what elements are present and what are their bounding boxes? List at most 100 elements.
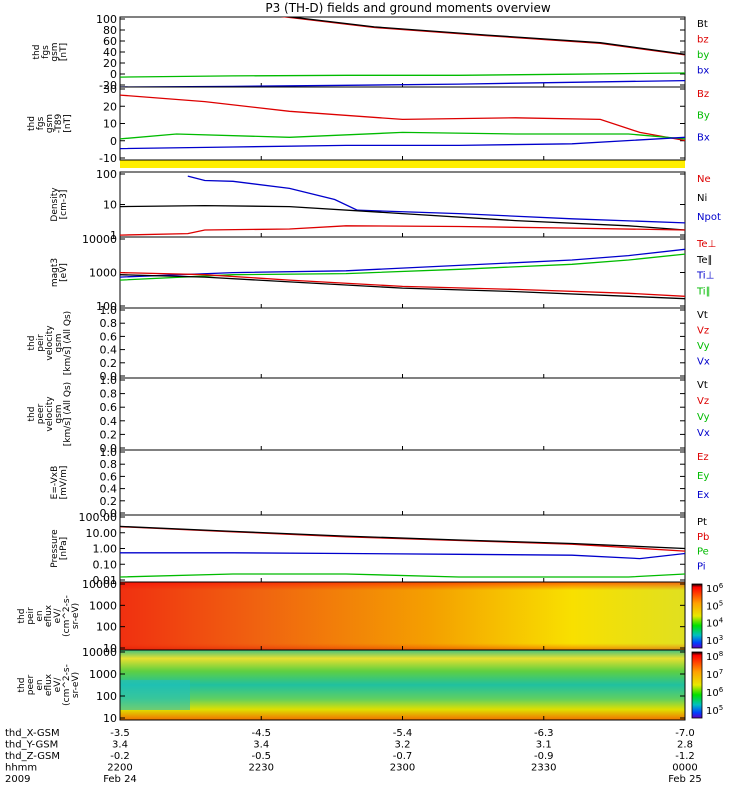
- y-tick-label: 0.10: [93, 558, 118, 571]
- y-axis-label: [mV/m]: [59, 466, 69, 500]
- y-tick-label: -10: [99, 152, 117, 165]
- y-tick-label: 0.8: [100, 458, 118, 471]
- figure-title: P3 (TH-D) fields and ground moments over…: [265, 1, 550, 15]
- legend-entry: Vz: [697, 396, 709, 407]
- y-axis-label: Density: [50, 187, 60, 222]
- y-tick-label: 100: [96, 300, 117, 313]
- legend-entry: Ti⊥: [696, 271, 714, 282]
- y-tick-label: 10.00: [86, 527, 118, 540]
- series-Ti∥: [120, 253, 685, 281]
- y-axis-label: thd: [27, 116, 37, 131]
- colorbar-label: 103: [706, 634, 723, 647]
- y-tick-label: 1.00: [93, 543, 118, 556]
- legend-entry: Ti∥: [696, 286, 711, 297]
- y-axis-label: [nT]: [63, 114, 73, 132]
- panel-2: 30 20 10 0 -10 thd fgs gsm -T89 [nT] Bz By Bx: [27, 83, 710, 165]
- y-tick-label: 0.8: [100, 317, 118, 330]
- y-tick-label: 0.0: [100, 442, 118, 455]
- y-tick-label: 100: [96, 690, 117, 703]
- colorbar-label: 104: [706, 617, 724, 630]
- y-axis-label: fgs: [36, 116, 46, 130]
- y-axis-label: [cm-3]: [59, 190, 69, 220]
- legend-entry: Ey: [697, 471, 709, 482]
- legend-entry: Te⊥: [696, 239, 716, 250]
- y-axis-label: [km/s] (All Qs): [63, 311, 73, 375]
- y-tick-label: 20: [103, 57, 117, 70]
- panel-frame: [119, 377, 686, 451]
- legend-entry: bz: [697, 35, 709, 46]
- y-tick-label: 100: [96, 13, 117, 26]
- y-tick-label: 0.6: [100, 401, 118, 414]
- y-axis-label: peer: [36, 403, 46, 424]
- y-tick-label: 0.0: [100, 370, 118, 383]
- y-axis-label: magt3: [50, 258, 60, 287]
- y-tick-label: 0.6: [100, 330, 118, 343]
- y-axis-label: Pressure: [50, 529, 60, 568]
- series-Ti⊥: [120, 248, 685, 278]
- y-axis-label: (cm^2-s-: [62, 595, 72, 637]
- y-tick-label: 30: [103, 83, 117, 96]
- series-Bz: [120, 94, 685, 142]
- y-tick-label: 10000: [82, 646, 117, 659]
- y-axis-label: fgs: [41, 45, 51, 59]
- y-axis-label: sr-eV): [71, 603, 81, 629]
- y-axis-label: thd: [27, 336, 37, 351]
- time-axis-value: -6.3: [534, 728, 554, 739]
- y-axis-label: peir: [26, 607, 36, 625]
- y-axis-label: velocity: [45, 325, 55, 361]
- panel-frame: [119, 236, 686, 309]
- legend-entry: Bt: [697, 19, 708, 30]
- time-axis-value: Feb 24: [103, 774, 137, 785]
- time-axis-value: -0.7: [393, 751, 413, 762]
- y-tick-label: 1.0: [100, 374, 118, 387]
- legend-entry: Ez: [697, 452, 709, 463]
- y-axis-label: eV/: [53, 677, 63, 693]
- time-axis-value: -1.2: [675, 751, 695, 762]
- y-tick-label: 0.4: [100, 344, 118, 357]
- panel-frame: [119, 86, 686, 161]
- y-axis-label: [km/s] (All Qs): [63, 382, 73, 446]
- legend-entry: Vt: [697, 380, 708, 391]
- y-tick-label: 10000: [82, 233, 117, 246]
- y-tick-label: 10: [103, 199, 117, 212]
- panel-6: 1.00.80.60.40.20.0 thd peer velocity gsm [km/…: [27, 374, 710, 455]
- y-axis-label: en: [35, 610, 45, 621]
- panel-8: 100.00 10.00 1.00 0.10 0.01 Pressure [nPa] Pt Pb…: [50, 511, 709, 587]
- time-axis-value: 3.2: [395, 740, 411, 751]
- series-Bx: [120, 136, 685, 150]
- y-tick-label: 0.4: [100, 483, 118, 496]
- panel-frame: [119, 449, 686, 516]
- series-Pe: [120, 573, 685, 578]
- panel-7: 1.00.80.60.40.20.0 E=-VxB [mV/m] Ez Ey Ex: [50, 446, 709, 520]
- legend-entry: Bx: [697, 132, 710, 143]
- series-Npot: [187, 175, 685, 224]
- time-axis-value: 3.4: [112, 740, 128, 751]
- series-Pt: [120, 525, 685, 550]
- ion-spectrogram-overlay: [120, 582, 685, 650]
- panel-9: 106 105 104 103 10000 1000 100 10 thd peir en eflux…: [17, 578, 724, 655]
- y-tick-label: 0.6: [100, 470, 118, 483]
- time-axis-value: 2200: [107, 763, 132, 774]
- time-axis-value: Feb 25: [668, 774, 702, 785]
- y-tick-label: 10: [103, 712, 117, 725]
- time-axis-value: 2300: [390, 763, 415, 774]
- y-tick-label: 1000: [89, 668, 117, 681]
- time-axis-value: -3.5: [110, 728, 130, 739]
- series-Bt: [285, 17, 685, 55]
- y-tick-label: 1000: [89, 599, 117, 612]
- y-tick-label: 0.01: [93, 574, 118, 587]
- yellow-band: [120, 160, 685, 168]
- colorbar-label: 106: [706, 686, 724, 699]
- series-Te⊥: [120, 271, 685, 297]
- y-axis-label: gsm: [50, 42, 60, 61]
- series-Ne: [120, 225, 685, 236]
- legend-entry: Vy: [697, 412, 710, 423]
- time-axis-value: 2330: [531, 763, 556, 774]
- y-axis-label: eflux: [44, 673, 54, 696]
- electron-spectrogram-patch: [120, 680, 190, 710]
- y-axis-label: E=-VxB: [50, 466, 60, 500]
- y-axis-label: [nPa]: [59, 537, 69, 560]
- y-axis-label: velocity: [45, 396, 55, 432]
